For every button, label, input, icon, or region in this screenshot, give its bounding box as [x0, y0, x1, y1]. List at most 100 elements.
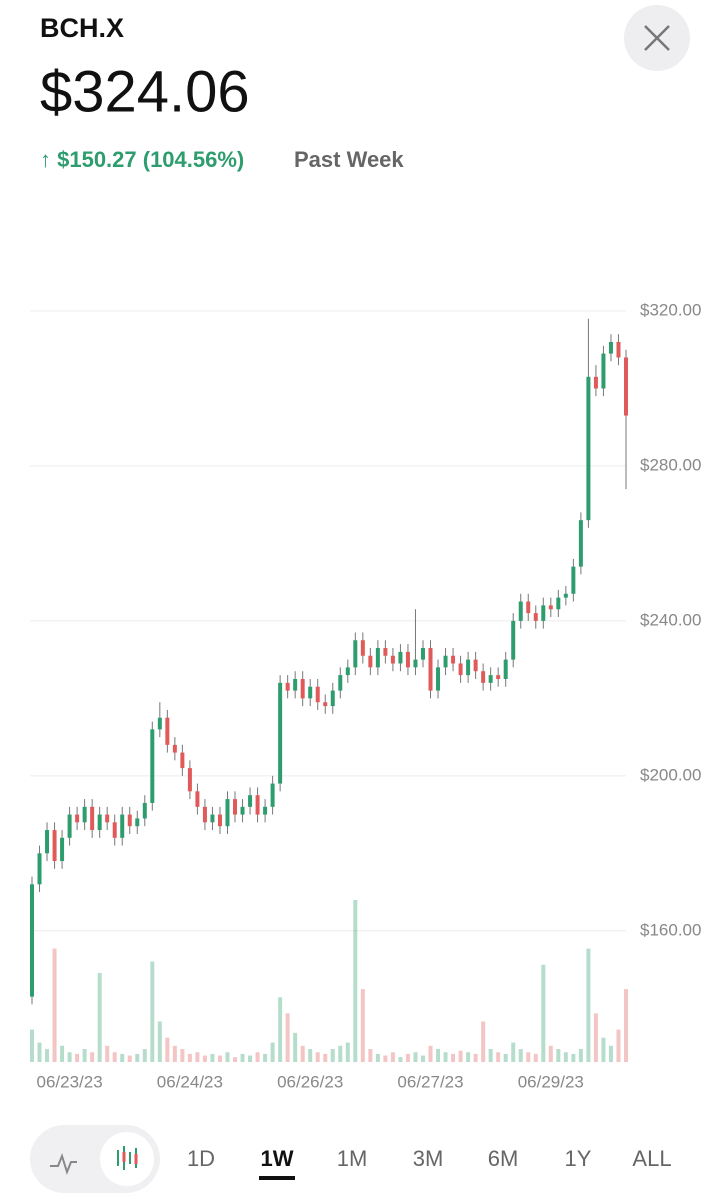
- range-button[interactable]: 1M: [337, 1146, 368, 1171]
- candle-body: [360, 640, 365, 656]
- change: ↑ $150.27 (104.56%): [40, 147, 244, 172]
- candle-body: [556, 597, 561, 610]
- candle-body: [52, 830, 57, 862]
- candle-body: [548, 605, 553, 610]
- candle-body: [428, 647, 433, 691]
- y-tick-label: $320.00: [640, 300, 701, 319]
- candle-body: [593, 376, 598, 389]
- candle-body: [345, 667, 350, 676]
- candle-body: [202, 806, 207, 823]
- close-icon: [644, 25, 670, 51]
- volume-bar: [473, 1053, 478, 1062]
- candle-body: [233, 799, 238, 815]
- line-mode[interactable]: [50, 1153, 77, 1175]
- candle-body: [105, 814, 110, 823]
- candle-body: [308, 686, 313, 699]
- volume-bar: [548, 1045, 553, 1062]
- candle-body: [496, 675, 501, 679]
- range-button[interactable]: ALL: [632, 1146, 671, 1171]
- volume-bar: [225, 1052, 230, 1062]
- volume-bar: [90, 1052, 95, 1062]
- candle-body: [338, 675, 343, 691]
- candle-body: [150, 729, 155, 803]
- candle-mode[interactable]: [100, 1132, 154, 1186]
- x-tick-label: 06/27/23: [397, 1072, 463, 1091]
- candle-body: [383, 647, 388, 656]
- candle-body: [608, 341, 613, 354]
- volume-bar: [571, 1053, 576, 1062]
- candle-body: [180, 752, 185, 769]
- price: $324.06: [40, 59, 250, 124]
- y-tick-label: $240.00: [640, 610, 701, 629]
- volume-bar: [526, 1052, 531, 1062]
- candle-body: [112, 822, 117, 838]
- candle-body: [398, 651, 403, 664]
- volume-bar: [150, 961, 155, 1062]
- volume-bar: [37, 1042, 42, 1062]
- candle-body: [300, 678, 305, 699]
- volume-bar: [383, 1055, 388, 1062]
- volume-bar: [67, 1052, 72, 1062]
- volume-bar: [436, 1049, 441, 1062]
- volume-bar: [165, 1037, 170, 1062]
- symbol: BCH.X: [40, 13, 124, 43]
- volume-bar: [563, 1052, 568, 1062]
- candle-body: [375, 647, 380, 668]
- candle-body: [157, 717, 162, 730]
- candle-body: [488, 675, 493, 683]
- volume-bar: [533, 1053, 538, 1062]
- volume-bar: [233, 1057, 238, 1062]
- range-button[interactable]: 6M: [488, 1146, 519, 1171]
- volume-bar: [285, 1013, 290, 1062]
- volume-bar: [368, 1049, 373, 1062]
- volume-bar: [323, 1053, 328, 1062]
- volume-bar: [300, 1045, 305, 1062]
- candle-body: [255, 795, 260, 815]
- candle-body: [60, 837, 65, 862]
- volume-bar: [428, 1045, 433, 1062]
- candle-body: [330, 690, 335, 707]
- candle-body: [503, 659, 508, 679]
- range-button[interactable]: 1D: [187, 1146, 215, 1171]
- candle-body: [368, 655, 373, 668]
- close-button[interactable]: [624, 5, 690, 71]
- candle-body: [225, 799, 230, 827]
- volume-bar: [240, 1053, 245, 1062]
- volume-bar: [45, 1049, 50, 1062]
- volume-bar: [97, 972, 102, 1062]
- volume-bar: [172, 1045, 177, 1062]
- candle-body: [563, 593, 568, 598]
- candle-body: [135, 818, 140, 827]
- volume-bar: [60, 1045, 65, 1062]
- candle-body: [571, 566, 576, 594]
- candle-body: [436, 667, 441, 691]
- volume-bar: [353, 900, 358, 1062]
- range-button[interactable]: 1W: [261, 1146, 294, 1171]
- volume-bar: [263, 1053, 268, 1062]
- volume-bar: [496, 1052, 501, 1062]
- candle-body: [97, 814, 102, 831]
- volume-bar: [270, 1042, 275, 1062]
- volume-bar: [315, 1052, 320, 1062]
- volume-bar: [503, 1053, 508, 1062]
- candle-body: [75, 814, 80, 823]
- range-button[interactable]: 1Y: [565, 1146, 592, 1171]
- volume-bar: [82, 1049, 87, 1062]
- period: Past Week: [294, 147, 404, 172]
- volume-bar: [52, 948, 57, 1062]
- volume-bar: [345, 1042, 350, 1062]
- candle-body: [481, 671, 486, 683]
- volume-bar: [105, 1045, 110, 1062]
- candle-body: [142, 802, 147, 819]
- candle-body: [120, 814, 125, 838]
- y-tick-label: $200.00: [640, 765, 701, 784]
- volume-bar: [127, 1055, 132, 1062]
- volume-bar: [586, 948, 591, 1062]
- range-button[interactable]: 3M: [413, 1146, 444, 1171]
- volume-bar: [608, 1045, 613, 1062]
- volume-bar: [278, 997, 283, 1062]
- candle-body: [187, 768, 192, 792]
- volume-bar: [398, 1057, 403, 1062]
- candle-body: [67, 814, 72, 838]
